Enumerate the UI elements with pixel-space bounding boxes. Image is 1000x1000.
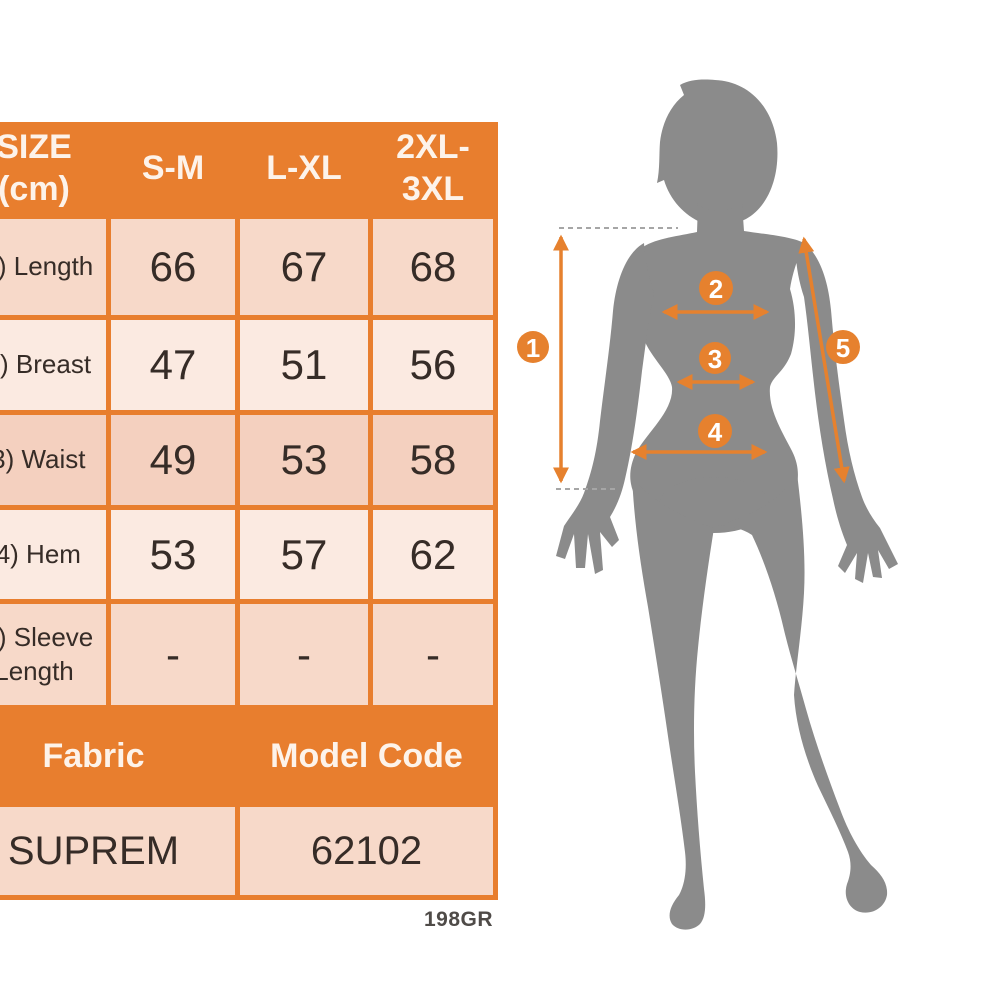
model-code-value: 62102 (310, 828, 423, 873)
cell-length-2xl-3xl: 68 (373, 219, 493, 315)
female-body-silhouette (556, 79, 898, 930)
sleeve-arrow (798, 236, 850, 484)
marker-2-badge: 2 (699, 271, 733, 305)
cell-sleeve-2xl-3xl: - (373, 604, 493, 705)
silhouette-right-leg (716, 473, 888, 913)
cell-sleeve-s-m: - (111, 604, 235, 705)
cell-breast-2xl-3xl: 56 (373, 320, 493, 410)
column-header-label: L-XL (266, 148, 342, 187)
female-silhouette-diagram: 1 2 3 4 5 (517, 79, 898, 930)
model-code-value-cell: 62102 (240, 807, 493, 895)
cell-sleeve-l-xl: - (240, 604, 368, 705)
weight-note: 198GR (424, 908, 494, 931)
cell-waist-s-m: 49 (111, 415, 235, 505)
marker-1-badge: 1 (517, 331, 549, 363)
row-label-sleeve-length: (5) Sleeve Length (0, 604, 106, 705)
cell-waist-2xl-3xl: 58 (373, 415, 493, 505)
silhouette-left-arm (556, 243, 654, 574)
cell-waist-l-xl: 53 (240, 415, 368, 505)
marker-5-number: 5 (836, 333, 850, 363)
size-chart-table: SIZE (cm) S-M L-XL 2XL-3XL (1) Length 66… (0, 122, 498, 900)
marker-1-number: 1 (526, 333, 540, 363)
row-label-waist: (3) Waist (0, 415, 106, 505)
silhouette-head (657, 79, 778, 227)
cell-hem-s-m: 53 (111, 510, 235, 599)
marker-3-number: 3 (708, 344, 722, 374)
column-header-l-xl: L-XL (240, 122, 368, 214)
measurement-diagram: 1 2 3 4 5 (500, 55, 960, 955)
cell-hem-2xl-3xl: 62 (373, 510, 493, 599)
marker-5-badge: 5 (826, 330, 860, 364)
size-unit-header-cell: SIZE (cm) (0, 122, 106, 214)
marker-4-badge: 4 (698, 414, 732, 448)
model-code-header-cell: Model Code (240, 710, 493, 802)
cell-breast-l-xl: 51 (240, 320, 368, 410)
fabric-value-cell: SUPREM (0, 807, 235, 895)
cell-hem-l-xl: 57 (240, 510, 368, 599)
cell-length-s-m: 66 (111, 219, 235, 315)
fabric-value: SUPREM (7, 828, 180, 873)
row-label-length: (1) Length (0, 219, 106, 315)
column-header-s-m: S-M (111, 122, 235, 214)
silhouette-right-arm (795, 242, 898, 583)
measurement-annotations: 1 2 3 4 5 (517, 227, 860, 490)
silhouette-left-leg (632, 475, 714, 930)
row-label-breast: (2) Breast (0, 320, 106, 410)
marker-2-number: 2 (709, 274, 723, 304)
row-label-hem: (4) Hem (0, 510, 106, 599)
size-unit-label: SIZE (cm) (0, 127, 72, 208)
cell-breast-s-m: 47 (111, 320, 235, 410)
column-header-2xl-3xl: 2XL-3XL (373, 122, 493, 214)
column-header-label: 2XL-3XL (396, 127, 470, 208)
cell-length-l-xl: 67 (240, 219, 368, 315)
model-code-header-label: Model Code (270, 736, 463, 775)
marker-3-badge: 3 (699, 342, 731, 374)
fabric-header-cell: Fabric (0, 710, 235, 802)
column-header-label: S-M (141, 148, 205, 187)
fabric-header-label: Fabric (42, 736, 145, 775)
marker-4-number: 4 (708, 417, 723, 447)
